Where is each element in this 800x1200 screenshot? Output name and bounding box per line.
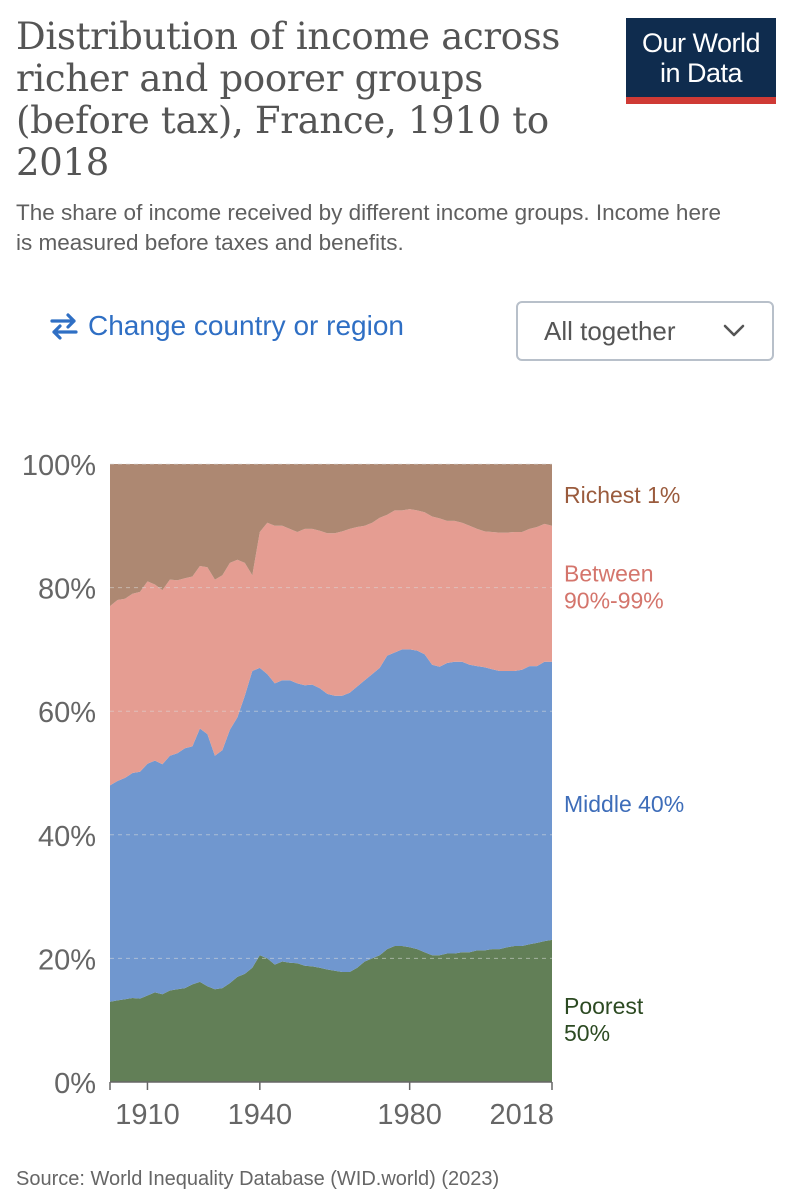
logo-line-2: in Data	[659, 58, 743, 88]
owid-logo[interactable]: Our World in Data	[626, 18, 776, 104]
change-country-button[interactable]: Change country or region	[48, 310, 404, 342]
gridlines	[110, 463, 552, 959]
chart-subtitle: The share of income received by differen…	[16, 200, 721, 255]
y-tick-label: 40%	[38, 821, 96, 853]
series-label-poorest-50: 50%	[564, 1020, 610, 1046]
x-tick-label: 1980	[377, 1099, 442, 1131]
swap-arrows-icon	[50, 313, 78, 340]
x-tick-label: 2018	[489, 1099, 554, 1131]
area-poorest-50	[110, 939, 552, 1082]
y-tick-label: 100%	[22, 450, 96, 482]
view-mode-select[interactable]: All together	[516, 301, 774, 361]
series-label-between-90-99: Between	[564, 561, 654, 587]
logo-line-1: Our World	[641, 28, 761, 58]
series-label-richest-1: Richest 1%	[564, 482, 680, 508]
area-series	[110, 464, 552, 1082]
y-tick-label: 0%	[54, 1068, 96, 1100]
change-country-label: Change country or region	[88, 310, 404, 341]
chevron-down-icon	[723, 324, 745, 337]
view-mode-value: All together	[544, 315, 676, 346]
series-label-poorest-50: Poorest	[564, 993, 644, 1019]
chart-title: Distribution of income across richer and…	[16, 15, 561, 184]
y-tick-label: 60%	[38, 697, 96, 729]
series-label-middle-40: Middle 40%	[564, 791, 684, 817]
x-tick-label: 1910	[115, 1099, 180, 1131]
area-between-90-99	[110, 509, 552, 786]
y-tick-label: 20%	[38, 944, 96, 976]
stacked-area-chart: 0% 20% 40% 60% 80% 100% 1910 1940 1980 2018 Riche…	[22, 450, 684, 1131]
area-middle-40	[110, 649, 552, 1002]
y-tick-label: 80%	[38, 574, 96, 606]
source-note: Source: World Inequality Database (WID.w…	[16, 1168, 500, 1190]
series-label-between-90-99: 90%-99%	[564, 588, 664, 614]
area-richest-1	[110, 464, 552, 607]
axes: 0% 20% 40% 60% 80% 100% 1910 1940 1980 2018	[22, 450, 554, 1131]
x-tick-label: 1940	[228, 1099, 293, 1131]
